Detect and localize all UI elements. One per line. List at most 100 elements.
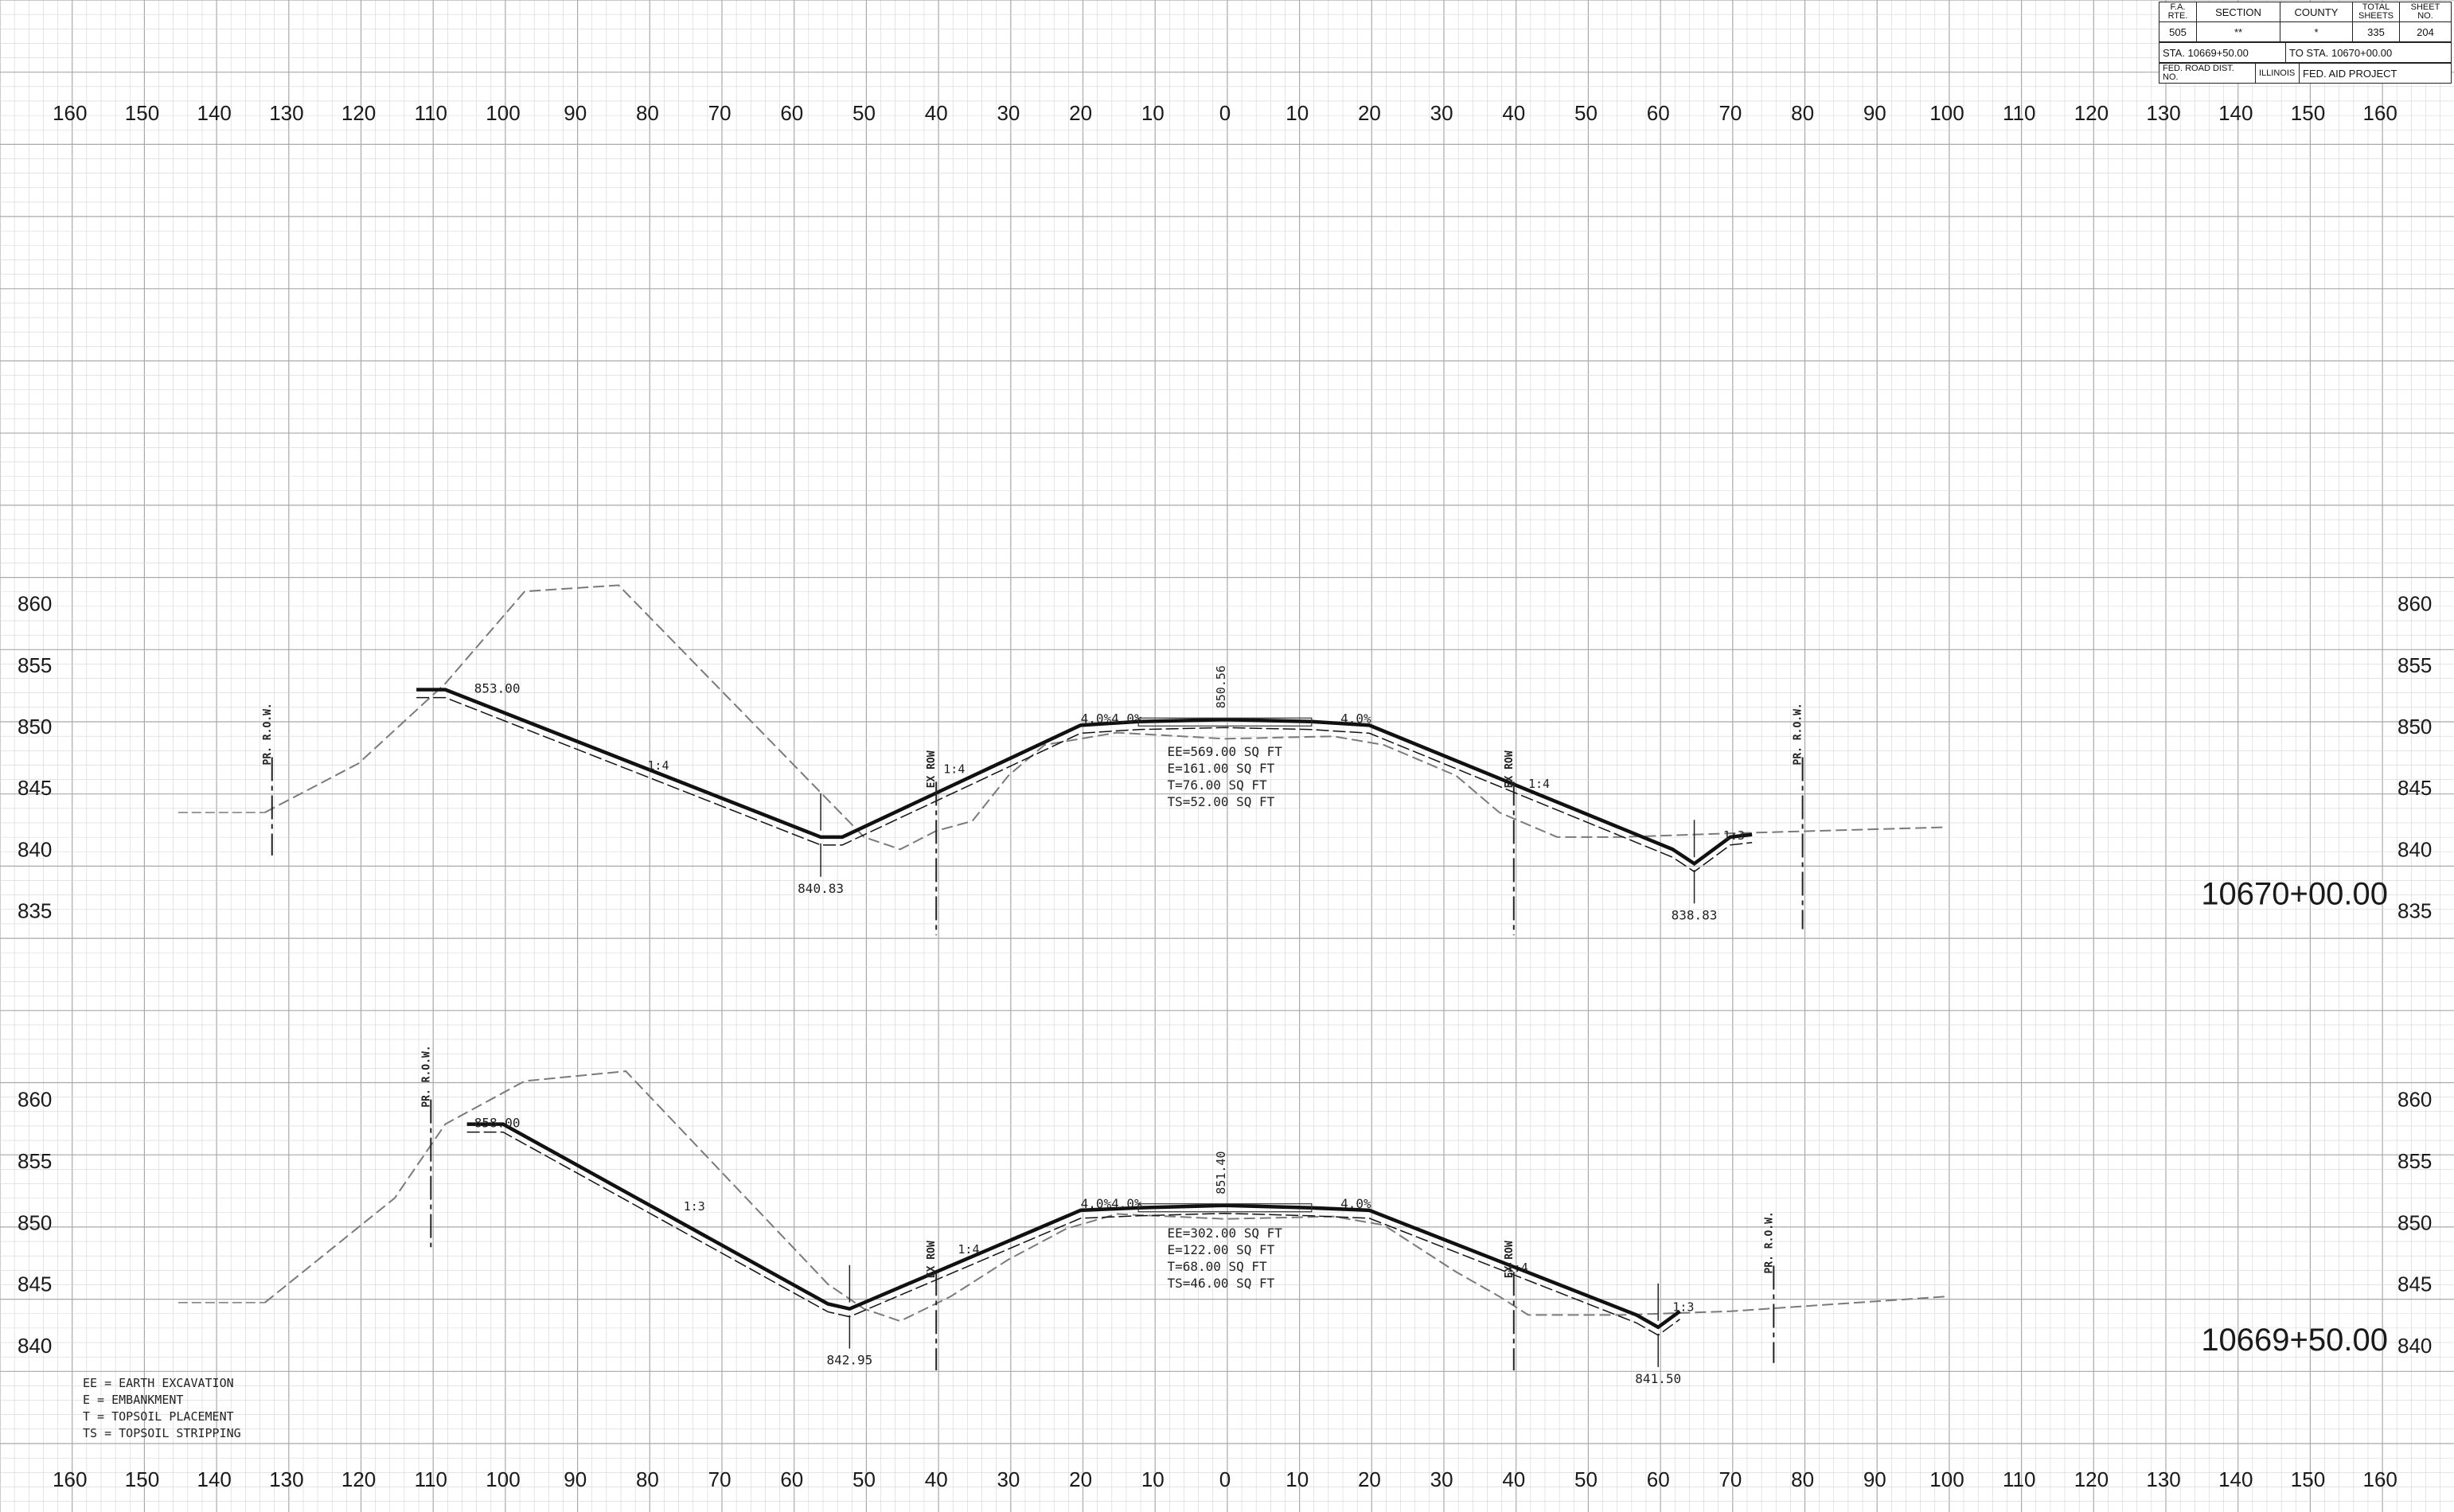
offset-tick-label: 40 xyxy=(1502,101,1525,125)
offset-tick-label: 100 xyxy=(1929,101,1964,125)
elevation-label-right: 840 xyxy=(2397,1334,2432,1358)
offset-tick-label: 110 xyxy=(2003,101,2035,125)
offset-tick-label: 10 xyxy=(1141,101,1165,125)
offset-tick-label: 70 xyxy=(1719,1467,1742,1491)
offset-tick-label: 30 xyxy=(1430,1467,1453,1491)
offset-tick-label: 20 xyxy=(1069,1467,1092,1491)
proposed-grade-line xyxy=(416,688,1753,867)
pavement-slab xyxy=(1137,1203,1313,1213)
elevation-label-left: 850 xyxy=(18,715,52,738)
station-from: STA. 10669+50.00 xyxy=(2159,42,2286,63)
existing-ground-line xyxy=(264,1070,1948,1323)
ex-row-label: EX ROW xyxy=(926,750,938,788)
slope-label: 1:4 xyxy=(1507,1261,1528,1275)
offset-tick-label: 30 xyxy=(1430,101,1453,125)
total-sheets-value: 335 xyxy=(2352,21,2400,42)
slope-label: 1:3 xyxy=(684,1199,705,1214)
elevation-label-left: 855 xyxy=(18,1149,52,1173)
elevation-label-left: 835 xyxy=(18,898,52,922)
offset-tick-label: 160 xyxy=(53,1467,87,1491)
quantity-line: T=68.00 SQ FT xyxy=(1167,1259,1267,1274)
cross-sections: 860 860 855 855 850 850 845 845 840 840 835 835 1067… xyxy=(18,584,2432,1386)
fed-road-dist: FED. ROAD DIST. NO. xyxy=(2159,63,2256,84)
station-to: TO STA. 10670+00.00 xyxy=(2285,42,2452,63)
elevation-callout: 841.50 xyxy=(1635,1371,1681,1386)
elevation-label-left: 840 xyxy=(18,1334,52,1358)
offset-tick-label: 20 xyxy=(1069,101,1092,125)
offset-tick-label: 140 xyxy=(2218,1467,2253,1491)
quantity-line: E=122.00 SQ FT xyxy=(1167,1242,1274,1257)
elevation-label-right: 860 xyxy=(2397,1088,2432,1112)
elevation-label-right: 855 xyxy=(2397,1149,2432,1173)
offset-tick-label: 120 xyxy=(341,101,376,125)
quantity-line: EE=302.00 SQ FT xyxy=(1167,1226,1282,1241)
legend-line: E = EMBANKMENT xyxy=(83,1393,183,1407)
cross-slope-label: 4.0%4.0% xyxy=(1081,1196,1142,1211)
offset-tick-label: 80 xyxy=(1791,1467,1814,1491)
cross-section-106695000: 860 860 855 855 850 850 845 845 840 840 10669+50.0… xyxy=(18,1045,2432,1385)
fa-rte-label: F.A. RTE. xyxy=(2159,2,2197,22)
slope-label: 1:4 xyxy=(1528,777,1550,791)
offset-tick-label: 140 xyxy=(197,1467,232,1491)
state: ILLINOIS xyxy=(2255,63,2300,84)
quantity-line: EE=569.00 SQ FT xyxy=(1167,744,1282,759)
section-label: SECTION xyxy=(2196,2,2280,22)
offset-tick-label: 50 xyxy=(852,1467,876,1491)
ex-row-label: EX ROW xyxy=(1504,750,1516,788)
offset-tick-label: 160 xyxy=(53,101,87,125)
offset-tick-label: 70 xyxy=(708,101,732,125)
offset-scale-bottom: 160 150 140 130 120 110 100 90 80 70 60 50 40 30 20 10 0… xyxy=(53,1467,2397,1491)
offset-tick-label: 110 xyxy=(2003,1467,2035,1491)
elevation-label-right: 850 xyxy=(2397,715,2432,738)
slope-label: 1:4 xyxy=(958,1242,979,1257)
county-value: * xyxy=(2280,21,2353,42)
pr-row-label: PR. R.O.W. xyxy=(262,703,274,765)
offset-tick-label: 20 xyxy=(1358,1467,1381,1491)
station-label: 10669+50.00 xyxy=(2201,1323,2388,1358)
legend-line: EE = EARTH EXCAVATION xyxy=(83,1376,234,1390)
slope-label: 1:3 xyxy=(1672,1300,1694,1315)
offset-tick-label: 10 xyxy=(1141,1467,1165,1491)
elevation-callout: 840.83 xyxy=(798,881,844,896)
offset-scale-top: 160 150 140 130 120 110 100 90 80 70 60 50 40 30 20 10 0… xyxy=(53,101,2397,125)
sheet-no-label: SHEET NO. xyxy=(2399,2,2452,22)
offset-tick-label: 120 xyxy=(2074,1467,2109,1491)
offset-tick-label: 110 xyxy=(415,101,447,125)
offset-tick-label: 80 xyxy=(636,101,659,125)
slope-label: 1:3 xyxy=(1723,828,1745,843)
offset-tick-label: 90 xyxy=(564,1467,587,1491)
offset-tick-label: 150 xyxy=(2291,1467,2325,1491)
quantity-line: T=76.00 SQ FT xyxy=(1167,777,1267,793)
legend: EE = EARTH EXCAVATION E = EMBANKMENT T =… xyxy=(83,1376,241,1440)
offset-tick-label: 100 xyxy=(486,101,520,125)
slope-label: 1:4 xyxy=(647,758,669,773)
elevation-label-right: 835 xyxy=(2397,898,2432,922)
offset-tick-label: 50 xyxy=(1574,1467,1598,1491)
offset-tick-label: 120 xyxy=(2074,101,2109,125)
elevation-label-left: 860 xyxy=(18,1088,52,1112)
fa-rte-value: 505 xyxy=(2159,21,2197,42)
pavement-slab xyxy=(1137,717,1313,727)
elevation-label-left: 850 xyxy=(18,1210,52,1234)
slope-label: 1:4 xyxy=(943,762,965,777)
offset-tick-label: 80 xyxy=(1791,101,1814,125)
offset-tick-label: 130 xyxy=(2146,1467,2180,1491)
offset-tick-label: 90 xyxy=(1863,101,1886,125)
offset-tick-label: 50 xyxy=(852,101,876,125)
offset-tick-label: 10 xyxy=(1286,1467,1309,1491)
offset-tick-label: 40 xyxy=(925,101,948,125)
elevation-label-right: 845 xyxy=(2397,1272,2432,1296)
elevation-callout: 853.00 xyxy=(474,681,521,696)
station-label: 10670+00.00 xyxy=(2201,877,2388,912)
section-value: ** xyxy=(2196,21,2280,42)
elevation-label-left: 860 xyxy=(18,592,52,616)
quantity-line: TS=46.00 SQ FT xyxy=(1167,1276,1274,1291)
elevation-label-right: 850 xyxy=(2397,1210,2432,1234)
quantity-line: E=161.00 SQ FT xyxy=(1167,761,1274,776)
offset-tick-label: 60 xyxy=(1647,1467,1670,1491)
offset-tick-label: 70 xyxy=(708,1467,732,1491)
ex-row-label: EX ROW xyxy=(926,1241,938,1278)
offset-tick-label: 60 xyxy=(780,101,803,125)
